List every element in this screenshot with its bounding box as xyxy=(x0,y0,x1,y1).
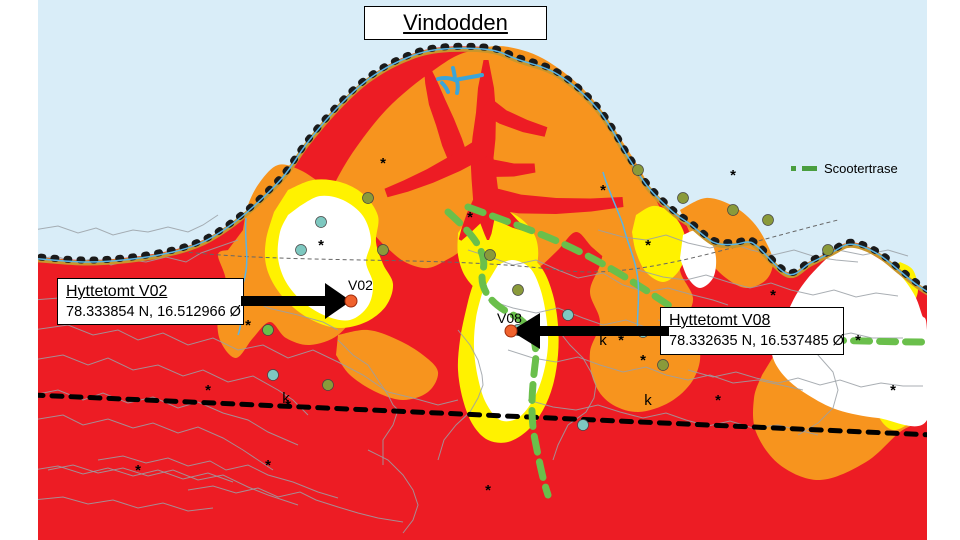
svg-text:*: * xyxy=(770,287,776,304)
svg-text:*: * xyxy=(890,382,896,399)
svg-text:*: * xyxy=(205,382,211,399)
svg-text:*: * xyxy=(318,237,324,254)
svg-text:*: * xyxy=(245,317,251,334)
svg-text:*: * xyxy=(600,182,606,199)
svg-text:Scootertrase: Scootertrase xyxy=(824,161,898,176)
svg-text:*: * xyxy=(467,209,473,226)
svg-text:*: * xyxy=(265,457,271,474)
svg-text:*: * xyxy=(485,482,491,499)
svg-text:*: * xyxy=(618,332,624,349)
svg-text:*: * xyxy=(715,392,721,409)
svg-text:*: * xyxy=(380,155,386,172)
svg-text:k: k xyxy=(282,390,290,407)
svg-text:*: * xyxy=(855,332,861,349)
svg-text:k: k xyxy=(644,392,652,409)
svg-text:*: * xyxy=(135,462,141,479)
svg-text:*: * xyxy=(730,167,736,184)
svg-text:k: k xyxy=(599,332,607,349)
svg-text:*: * xyxy=(645,237,651,254)
svg-text:*: * xyxy=(640,352,646,369)
